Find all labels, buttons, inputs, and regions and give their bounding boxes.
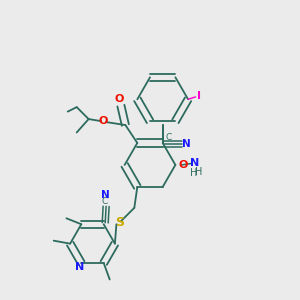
Text: C: C (101, 197, 107, 206)
Text: N: N (75, 262, 85, 272)
Text: O: O (115, 94, 124, 104)
Text: C: C (166, 134, 172, 142)
Text: N: N (190, 158, 200, 168)
Text: N: N (100, 190, 109, 200)
Text: O: O (99, 116, 108, 126)
Text: H: H (190, 168, 197, 178)
Text: H: H (195, 167, 202, 177)
Text: O: O (178, 160, 188, 170)
Text: S: S (115, 216, 124, 229)
Text: N: N (182, 139, 191, 149)
Text: I: I (197, 91, 201, 101)
